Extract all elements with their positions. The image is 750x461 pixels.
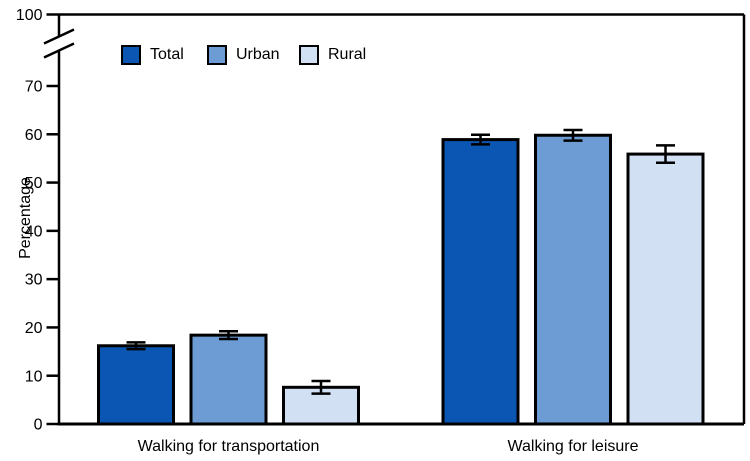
- bar-total-transportation: [97, 344, 175, 426]
- legend-label-urban: Urban: [236, 46, 280, 63]
- bar-total-leisure: [441, 138, 520, 426]
- legend-item-rural: Rural: [299, 45, 366, 65]
- error-bar-urban-leisure: [563, 128, 583, 142]
- y-ticks-layer: 0 10 20 30 40 50 60 70 100: [16, 7, 59, 434]
- y-tick-label-0: 0: [34, 417, 43, 434]
- y-axis-title: Percentage: [17, 177, 34, 259]
- y-tick-label-70: 70: [25, 79, 43, 96]
- x-category-label-transportation: Walking for transportation: [137, 438, 320, 455]
- error-bar-total-leisure: [471, 133, 490, 146]
- bar-urban-leisure: [534, 133, 612, 426]
- legend-label-total: Total: [150, 46, 184, 63]
- y-tick-label-20: 20: [25, 320, 43, 337]
- bars-layer: [97, 133, 705, 426]
- y-tick-label-50: 50: [25, 175, 43, 192]
- legend-item-total: Total: [121, 45, 184, 65]
- y-tick-label-100: 100: [16, 7, 43, 24]
- y-tick-label-60: 60: [25, 127, 43, 144]
- legend-swatch-rural: [299, 45, 319, 65]
- error-bars-layer: [126, 128, 675, 395]
- legend-label-rural: Rural: [328, 46, 367, 63]
- axis-break-slash-bottom: [43, 42, 75, 59]
- legend-swatch-total: [121, 45, 141, 65]
- error-bar-total-transportation: [126, 341, 146, 351]
- legend-swatch-urban: [207, 45, 227, 65]
- axis-break-slash-top: [43, 28, 75, 45]
- error-bar-urban-transportation: [219, 330, 238, 341]
- y-tick-label-40: 40: [25, 223, 43, 240]
- x-category-label-leisure: Walking for leisure: [507, 438, 639, 455]
- bar-urban-transportation: [189, 333, 268, 426]
- plot-frame: [43, 13, 746, 426]
- legend-item-urban: Urban: [207, 45, 280, 65]
- y-tick-label-30: 30: [25, 272, 43, 289]
- bar-rural-leisure: [626, 152, 705, 426]
- error-bar-rural-transportation: [311, 379, 331, 395]
- y-tick-label-10: 10: [25, 368, 43, 385]
- error-bar-rural-leisure: [656, 144, 675, 165]
